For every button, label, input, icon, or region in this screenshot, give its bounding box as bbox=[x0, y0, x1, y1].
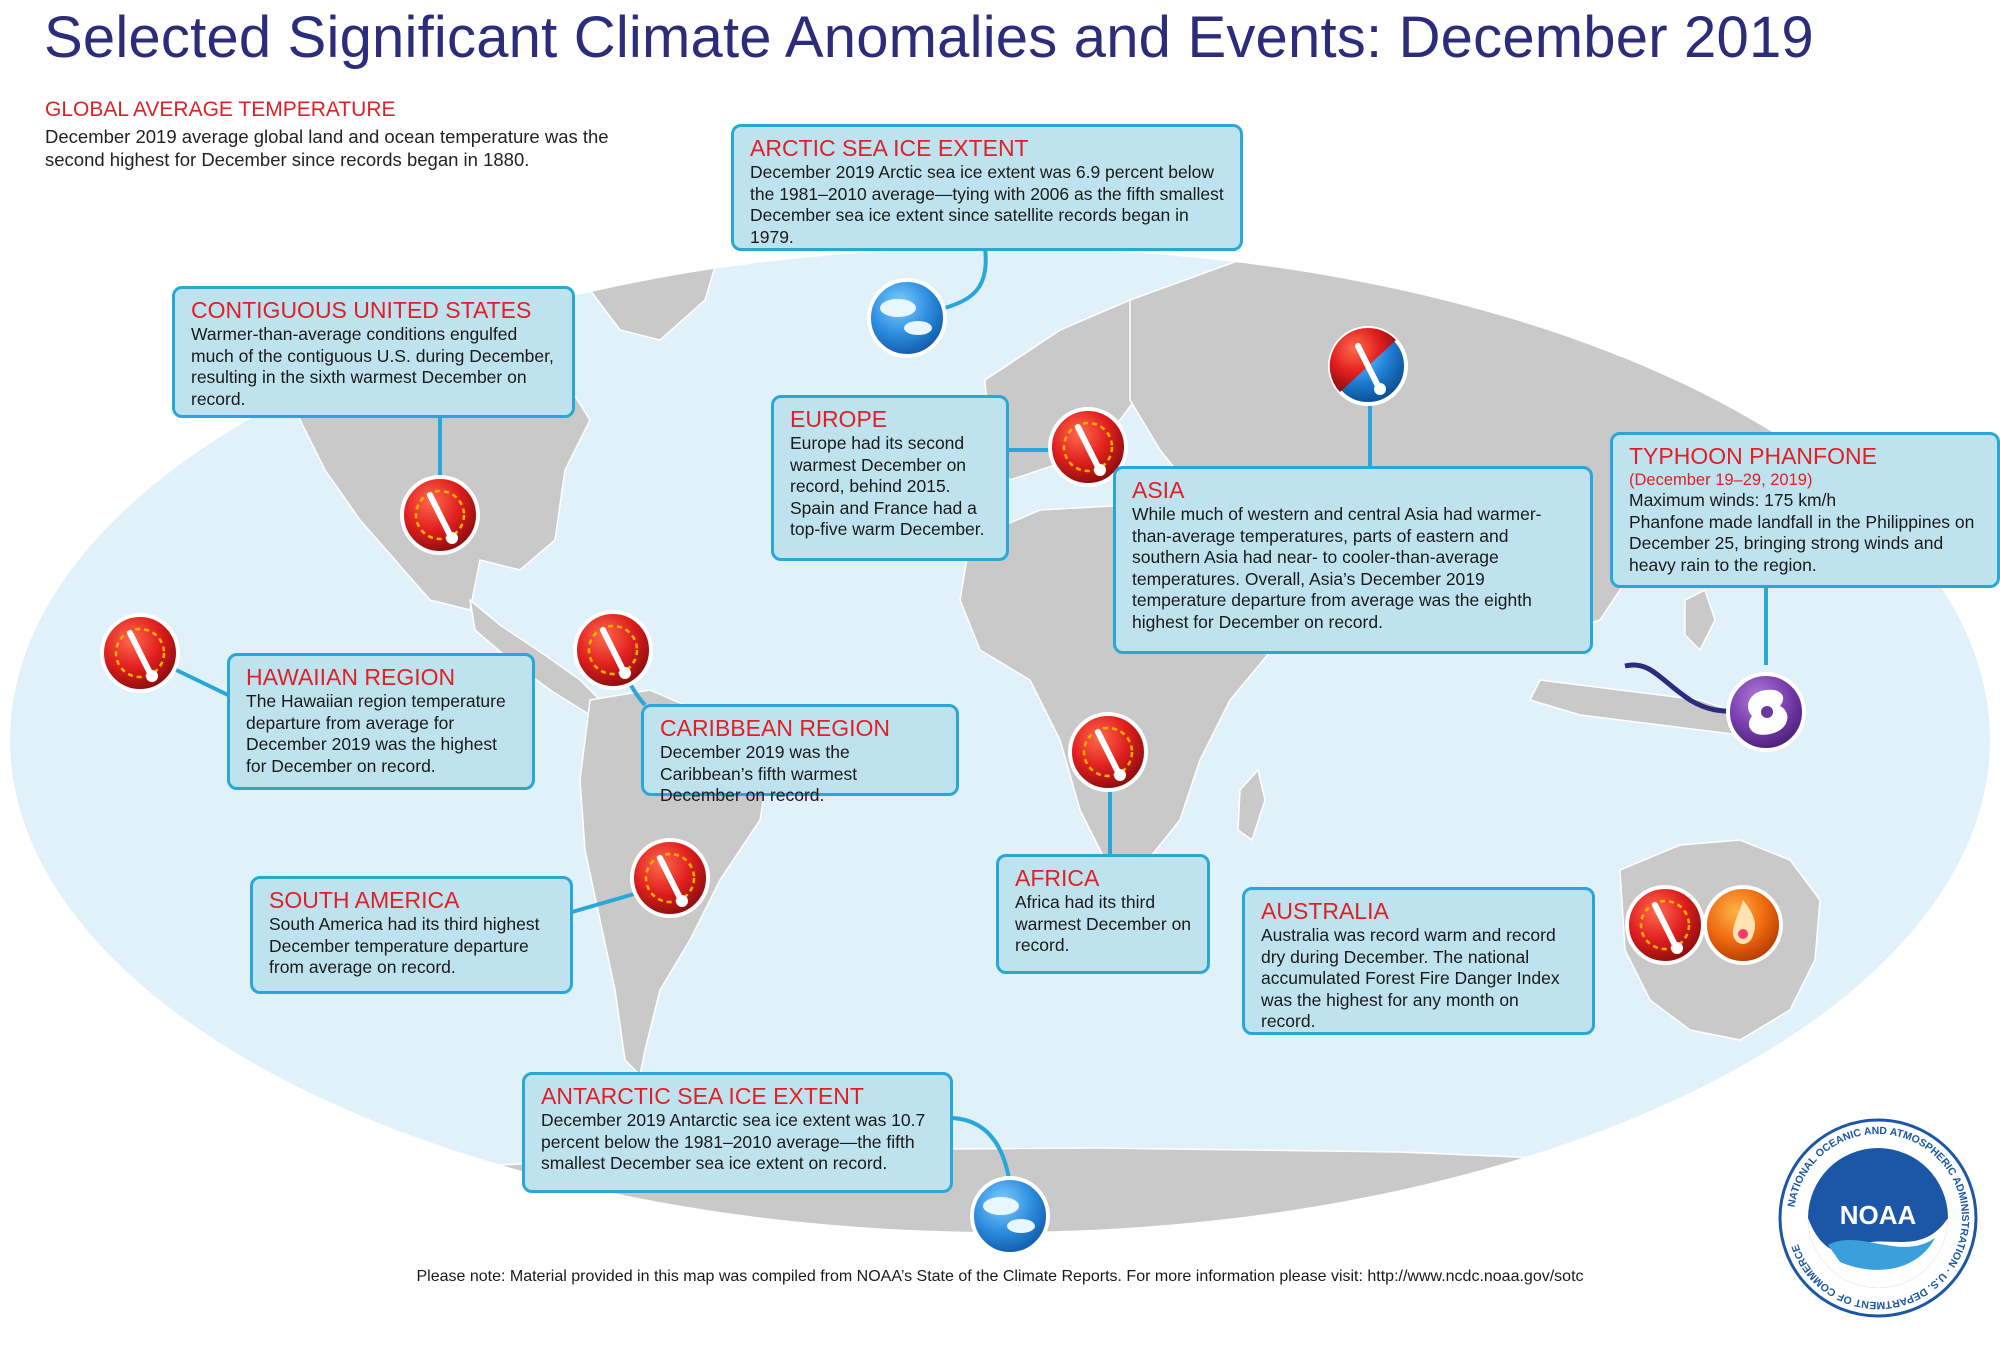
icon-hawaii bbox=[100, 613, 180, 693]
box-europe: EUROPE Europe had its second warmest Dec… bbox=[771, 395, 1009, 561]
africa-title: AFRICA bbox=[1015, 865, 1100, 891]
noaa-logo-text: NATIONAL OCEANIC AND ATMOSPHERIC ADMINIS… bbox=[1786, 1125, 1971, 1311]
noaa-wordmark: NOAA bbox=[1840, 1200, 1917, 1230]
box-antarctic: ANTARCTIC SEA ICE EXTENT December 2019 A… bbox=[522, 1072, 953, 1193]
noaa-logo bbox=[1778, 1118, 1978, 1318]
asia-title: ASIA bbox=[1132, 477, 1185, 503]
australia-text: Australia was record warm and record dry… bbox=[1261, 925, 1560, 1031]
typhoon-text: Maximum winds: 175 km/h Phanfone made la… bbox=[1629, 490, 1975, 575]
box-australia: AUSTRALIA Australia was record warm and … bbox=[1242, 887, 1595, 1035]
new-zealand-landmass bbox=[1874, 1028, 1906, 1092]
box-contiguous-us: CONTIGUOUS UNITED STATES Warmer-than-ave… bbox=[172, 286, 575, 418]
hawaii-title: HAWAIIAN REGION bbox=[246, 664, 456, 690]
icon-asia bbox=[1328, 326, 1408, 406]
caribbean-title: CARIBBEAN REGION bbox=[660, 715, 891, 741]
icon-typhoon bbox=[1726, 672, 1806, 752]
icon-arctic-ice bbox=[867, 278, 947, 358]
asia-text: While much of western and central Asia h… bbox=[1132, 504, 1542, 632]
contiguous-us-title: CONTIGUOUS UNITED STATES bbox=[191, 297, 532, 323]
south-america-text: South America had its third highest Dece… bbox=[269, 914, 540, 977]
antarctic-text: December 2019 Antarctic sea ice extent w… bbox=[541, 1110, 926, 1173]
contiguous-us-text: Warmer-than-average conditions engulfed … bbox=[191, 324, 554, 409]
icon-antarctic-ice bbox=[970, 1176, 1050, 1256]
global-temperature-text: December 2019 average global land and oc… bbox=[45, 126, 609, 170]
global-temperature-title: GLOBAL AVERAGE TEMPERATURE bbox=[45, 98, 396, 121]
global-temperature-note: GLOBAL AVERAGE TEMPERATURE December 2019… bbox=[45, 98, 625, 171]
icon-south-america bbox=[630, 838, 710, 918]
icon-australia-warm bbox=[1625, 885, 1705, 965]
icon-caribbean bbox=[573, 610, 653, 690]
footnote: Please note: Material provided in this m… bbox=[416, 1268, 1584, 1285]
icon-europe bbox=[1048, 407, 1128, 487]
madagascar-landmass bbox=[1237, 768, 1266, 842]
europe-text: Europe had its second warmest December o… bbox=[790, 433, 985, 539]
icon-australia-fire bbox=[1703, 885, 1783, 965]
box-africa: AFRICA Africa had its third warmest Dece… bbox=[996, 854, 1210, 974]
connectors bbox=[169, 247, 1768, 1186]
box-caribbean: CARIBBEAN REGION December 2019 was the C… bbox=[641, 704, 959, 805]
box-typhoon: TYPHOON PHANFONE (December 19–29, 2019) … bbox=[1610, 432, 2000, 588]
africa-text: Africa had its third warmest December on… bbox=[1015, 892, 1192, 955]
box-asia: ASIA While much of western and central A… bbox=[1113, 466, 1593, 654]
arctic-text: December 2019 Arctic sea ice extent was … bbox=[750, 162, 1224, 247]
south-america-title: SOUTH AMERICA bbox=[269, 887, 460, 913]
europe-title: EUROPE bbox=[790, 406, 888, 432]
page-title: Selected Significant Climate Anomalies a… bbox=[44, 5, 1814, 70]
hawaii-text: The Hawaiian region temperature departur… bbox=[246, 691, 506, 776]
caribbean-text: December 2019 was the Caribbean’s fifth … bbox=[660, 742, 858, 805]
typhoon-title: TYPHOON PHANFONE bbox=[1629, 443, 1877, 469]
philippines-landmass bbox=[1684, 588, 1716, 652]
icon-africa bbox=[1068, 712, 1148, 792]
antarctic-title: ANTARCTIC SEA ICE EXTENT bbox=[541, 1083, 864, 1109]
typhoon-dates: (December 19–29, 2019) bbox=[1629, 471, 1813, 489]
box-hawaii: HAWAIIAN REGION The Hawaiian region temp… bbox=[227, 653, 535, 790]
icon-contiguous-us bbox=[400, 475, 480, 555]
box-south-america: SOUTH AMERICA South America had its thir… bbox=[250, 876, 573, 994]
arctic-title: ARCTIC SEA ICE EXTENT bbox=[750, 135, 1029, 161]
box-arctic: ARCTIC SEA ICE EXTENT December 2019 Arct… bbox=[731, 124, 1243, 251]
australia-title: AUSTRALIA bbox=[1261, 898, 1389, 924]
